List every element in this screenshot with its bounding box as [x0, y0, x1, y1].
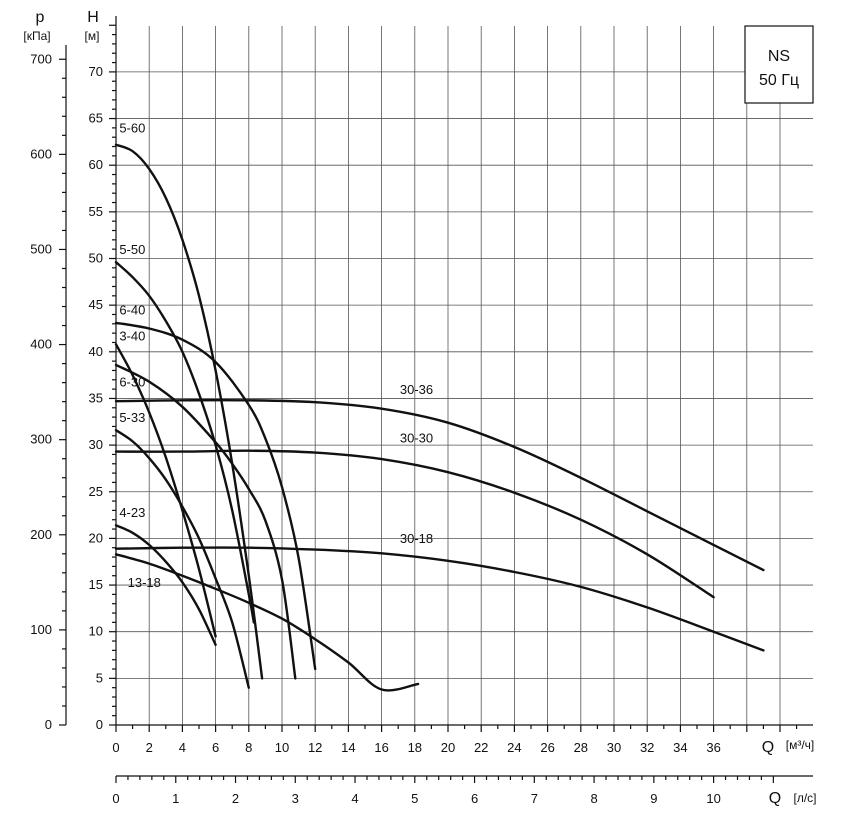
- litres-tick-label: 6: [471, 791, 478, 806]
- performance-curves: [114, 143, 765, 692]
- litres-tick-label: 5: [411, 791, 418, 806]
- litres-tick-label: 1: [172, 791, 179, 806]
- head-tick-label: 35: [89, 390, 103, 405]
- curve-30-18: [114, 546, 765, 652]
- curve-label-6-40: 6-40: [119, 302, 145, 317]
- curve-6-30: [114, 363, 297, 680]
- head-axis-unit: [м]: [85, 29, 100, 43]
- head-tick-label: 5: [96, 670, 103, 685]
- head-tick-label: 45: [89, 297, 103, 312]
- flow-tick-label: 6: [212, 740, 219, 755]
- curve-5-33: [114, 429, 250, 689]
- head-tick-label: 20: [89, 530, 103, 545]
- head-tick-label: 30: [89, 437, 103, 452]
- curve-label-4-23: 4-23: [119, 505, 145, 520]
- litres-tick-label: 0: [112, 791, 119, 806]
- pressure-tick-label: 700: [30, 51, 52, 66]
- head-tick-label: 10: [89, 624, 103, 639]
- litres-tick-label: 3: [292, 791, 299, 806]
- pressure-tick-label: 200: [30, 527, 52, 542]
- litres-tick-label: 7: [531, 791, 538, 806]
- pressure-tick-label: 500: [30, 241, 52, 256]
- flow-tick-label: 16: [374, 740, 388, 755]
- curve-13-18: [114, 553, 420, 692]
- curve-label-30-36: 30-36: [400, 382, 433, 397]
- curve-6-40: [114, 321, 317, 671]
- curve-label-3-40: 3-40: [119, 329, 145, 344]
- flow-tick-label: 14: [341, 740, 355, 755]
- curve-label-30-18: 30-18: [400, 531, 433, 546]
- flow-tick-label: 4: [179, 740, 186, 755]
- pressure-tick-label: 600: [30, 146, 52, 161]
- flow-tick-label: 10: [275, 740, 289, 755]
- flow-tick-label: 32: [640, 740, 654, 755]
- axes: 0510152025303540455055606570010020030040…: [30, 16, 813, 806]
- curve-label-30-30: 30-30: [400, 430, 433, 445]
- head-tick-label: 65: [89, 111, 103, 126]
- head-tick-label: 50: [89, 251, 103, 266]
- curve-5-60: [114, 143, 264, 680]
- litres-tick-label: 2: [232, 791, 239, 806]
- pressure-tick-label: 300: [30, 432, 52, 447]
- curve-label-6-30: 6-30: [119, 374, 145, 389]
- pressure-tick-label: 0: [45, 717, 52, 732]
- flow-tick-label: 8: [245, 740, 252, 755]
- pressure-tick-label: 100: [30, 622, 52, 637]
- head-tick-label: 60: [89, 157, 103, 172]
- grid: [115, 26, 813, 726]
- flow-tick-label: 12: [308, 740, 322, 755]
- curve-label-5-33: 5-33: [119, 410, 145, 425]
- badge: NS 50 Гц: [744, 25, 814, 104]
- curve-labels: 5-60 5-50 6-40 3-40 6-30 5-33 4-23 13-18 30-36 30…: [119, 121, 433, 590]
- head-tick-label: 70: [89, 64, 103, 79]
- flow-tick-label: 28: [574, 740, 588, 755]
- flow-tick-label: 34: [673, 740, 687, 755]
- head-tick-label: 55: [89, 204, 103, 219]
- flow-tick-label: 24: [507, 740, 521, 755]
- flow-tick-label: 36: [706, 740, 720, 755]
- litres-tick-label: 4: [351, 791, 358, 806]
- pressure-tick-label: 400: [30, 337, 52, 352]
- curve-3-40: [114, 343, 217, 638]
- curve-30-36: [114, 398, 765, 572]
- curve-label-5-50: 5-50: [119, 242, 145, 257]
- flow-tick-label: 26: [540, 740, 554, 755]
- curve-30-30: [114, 449, 715, 599]
- head-tick-label: 15: [89, 577, 103, 592]
- head-axis-symbol: H: [87, 9, 99, 26]
- litres-axis-symbol: Q: [769, 790, 781, 807]
- curve-5-50: [114, 261, 255, 624]
- litres-tick-label: 10: [706, 791, 720, 806]
- flow-tick-label: 2: [146, 740, 153, 755]
- badge-box: [744, 25, 814, 104]
- flow-tick-label: 0: [112, 740, 119, 755]
- left-axis-unit: [кПа]: [23, 29, 50, 43]
- curve-label-13-18: 13-18: [128, 575, 161, 590]
- litres-tick-label: 9: [650, 791, 657, 806]
- flow-tick-label: 30: [607, 740, 621, 755]
- flow-tick-label: 18: [408, 740, 422, 755]
- curve-label-5-60: 5-60: [119, 121, 145, 136]
- flow-tick-label: 20: [441, 740, 455, 755]
- litres-tick-label: 8: [590, 791, 597, 806]
- flow-axis-symbol: Q: [762, 739, 774, 756]
- head-tick-label: 40: [89, 344, 103, 359]
- left-axis-symbol: p: [36, 9, 45, 26]
- flow-tick-label: 22: [474, 740, 488, 755]
- badge-subtitle: 50 Гц: [759, 72, 799, 89]
- head-tick-label: 0: [96, 717, 103, 732]
- head-tick-label: 25: [89, 484, 103, 499]
- curve-4-23: [114, 524, 217, 646]
- litres-axis-unit: [л/с]: [793, 791, 816, 805]
- flow-axis-unit: [м³/ч]: [786, 738, 815, 752]
- badge-title: NS: [768, 48, 790, 65]
